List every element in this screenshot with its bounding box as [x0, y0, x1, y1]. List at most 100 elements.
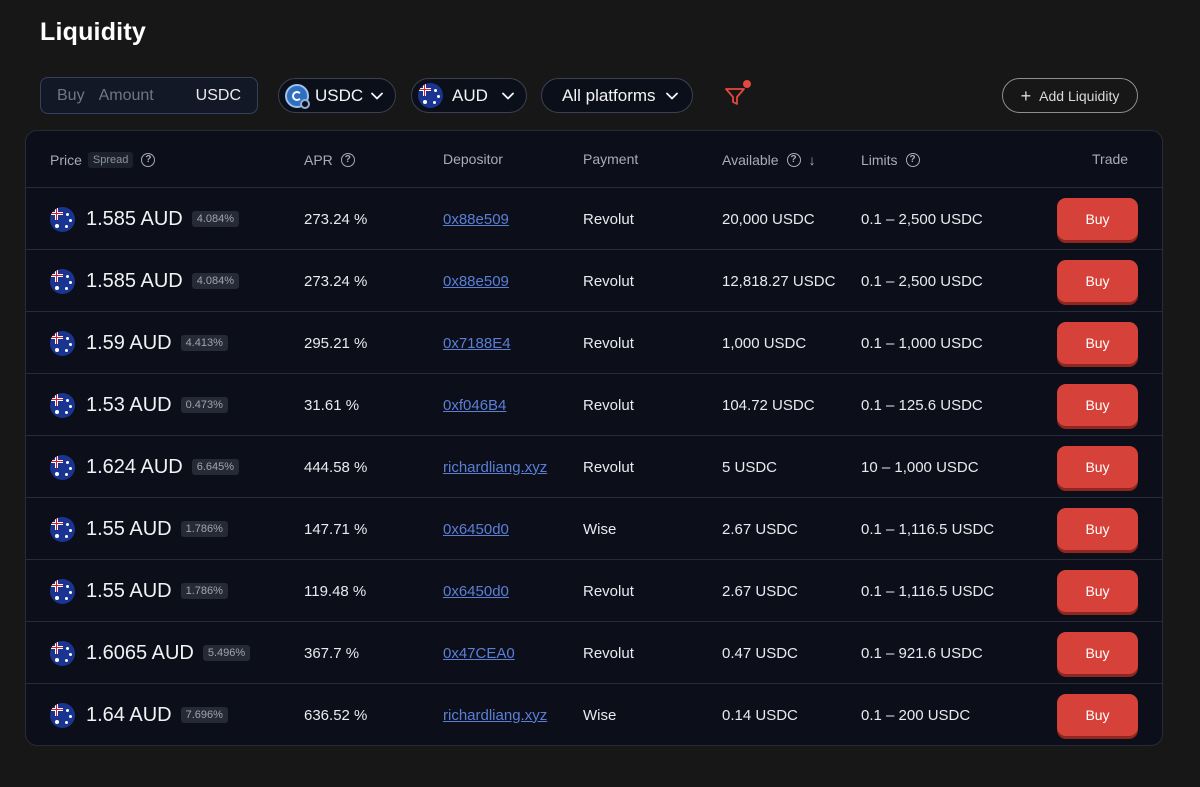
- depositor-cell: 0x88e509: [443, 250, 509, 312]
- liquidity-table: Price Spread ? APR ? Depositor Payment A…: [25, 130, 1163, 746]
- header-payment-label: Payment: [583, 151, 639, 167]
- arrow-down-icon[interactable]: ↓: [808, 152, 816, 168]
- amount-input[interactable]: [98, 86, 185, 105]
- payment-value: Revolut: [583, 644, 634, 662]
- australia-flag-icon: [50, 206, 75, 232]
- currency-select-label: AUD: [452, 85, 488, 105]
- limits-value: 10 – 1,000 USDC: [861, 458, 979, 476]
- buy-button[interactable]: Buy: [1057, 694, 1138, 736]
- filter-button[interactable]: [723, 80, 753, 110]
- page-title: Liquidity: [40, 18, 146, 46]
- limits-value: 0.1 – 200 USDC: [861, 706, 971, 724]
- question-circle-icon[interactable]: ?: [905, 153, 920, 167]
- spread-badge: 0.473%: [180, 397, 228, 413]
- buy-button[interactable]: Buy: [1057, 384, 1138, 426]
- depositor-link[interactable]: 0x6450d0: [443, 582, 509, 600]
- platform-select[interactable]: All platforms: [541, 78, 693, 113]
- filter-active-badge: [743, 80, 751, 88]
- depositor-link[interactable]: richardliang.xyz: [443, 458, 548, 476]
- payment-value: Revolut: [583, 582, 634, 600]
- depositor-link[interactable]: richardliang.xyz: [443, 706, 548, 724]
- add-liquidity-button[interactable]: + Add Liquidity: [1002, 78, 1138, 113]
- table-row: 1.6065 AUD 5.496% 367.7 % 0x47CEA0 Revol…: [26, 622, 1162, 684]
- payment-value: Revolut: [583, 210, 634, 228]
- depositor-link[interactable]: 0x47CEA0: [443, 644, 515, 662]
- australia-flag-icon: [50, 330, 75, 356]
- depositor-cell: 0x7188E4: [443, 312, 511, 374]
- header-payment: Payment: [583, 151, 638, 167]
- question-circle-icon[interactable]: ?: [340, 153, 355, 167]
- australia-flag-icon: [50, 454, 75, 480]
- price-value: 1.55 AUD: [86, 517, 172, 540]
- limits-value: 0.1 – 1,116.5 USDC: [861, 582, 995, 600]
- australia-flag-icon: [418, 83, 443, 108]
- price-cell: 1.59 AUD 4.413%: [50, 312, 228, 374]
- depositor-link[interactable]: 0xf046B4: [443, 396, 507, 414]
- depositor-link[interactable]: 0x88e509: [443, 210, 509, 228]
- depositor-link[interactable]: 0x7188E4: [443, 334, 511, 352]
- apr-value: 636.52 %: [304, 706, 368, 724]
- header-apr: APR ?: [304, 152, 355, 168]
- price-cell: 1.585 AUD 4.084%: [50, 188, 240, 250]
- depositor-link[interactable]: 0x6450d0: [443, 520, 509, 538]
- depositor-cell: 0x47CEA0: [443, 622, 515, 684]
- price-cell: 1.55 AUD 1.786%: [50, 498, 228, 560]
- table-row: 1.59 AUD 4.413% 295.21 % 0x7188E4 Revolu…: [26, 312, 1162, 374]
- buy-button[interactable]: Buy: [1057, 508, 1138, 550]
- header-limits-label: Limits: [861, 152, 898, 168]
- buy-button[interactable]: Buy: [1057, 260, 1138, 302]
- toolbar: Buy USDC USDC AUD All platforms + Add Li…: [40, 77, 1140, 114]
- header-apr-label: APR: [304, 152, 333, 168]
- price-value: 1.6065 AUD: [86, 641, 194, 664]
- price-cell: 1.6065 AUD 5.496%: [50, 622, 251, 684]
- header-available[interactable]: Available ? ↓: [722, 152, 816, 168]
- apr-value: 147.71 %: [304, 520, 368, 538]
- header-price: Price Spread ?: [50, 152, 156, 168]
- price-value: 1.64 AUD: [86, 703, 172, 726]
- add-liquidity-label: Add Liquidity: [1039, 87, 1120, 104]
- table-row: 1.55 AUD 1.786% 147.71 % 0x6450d0 Wise 2…: [26, 498, 1162, 560]
- header-available-label: Available: [722, 152, 779, 168]
- payment-value: Wise: [583, 520, 617, 538]
- chevron-down-icon: [502, 92, 514, 99]
- chevron-down-icon: [665, 92, 678, 99]
- depositor-cell: 0x6450d0: [443, 560, 509, 622]
- token-select[interactable]: USDC: [278, 78, 397, 113]
- token-select-label: USDC: [315, 85, 364, 105]
- currency-select[interactable]: AUD: [411, 78, 527, 113]
- depositor-link[interactable]: 0x88e509: [443, 272, 509, 290]
- available-value: 2.67 USDC: [722, 520, 798, 538]
- depositor-cell: richardliang.xyz: [443, 436, 547, 498]
- buy-button[interactable]: Buy: [1057, 632, 1138, 674]
- header-trade-label: Trade: [1092, 151, 1129, 167]
- buy-button[interactable]: Buy: [1057, 198, 1138, 240]
- payment-value: Wise: [583, 706, 617, 724]
- price-value: 1.55 AUD: [86, 579, 172, 602]
- question-circle-icon[interactable]: ?: [141, 153, 156, 167]
- buy-button[interactable]: Buy: [1057, 570, 1138, 612]
- price-cell: 1.55 AUD 1.786%: [50, 560, 228, 622]
- australia-flag-icon: [50, 578, 75, 604]
- amount-unit: USDC: [195, 86, 241, 104]
- spread-badge: 1.786%: [180, 583, 228, 599]
- limits-value: 0.1 – 1,000 USDC: [861, 334, 983, 352]
- price-value: 1.585 AUD: [86, 269, 183, 292]
- spread-badge: 5.496%: [202, 645, 251, 661]
- buy-button[interactable]: Buy: [1057, 446, 1138, 488]
- header-limits: Limits ?: [861, 152, 920, 168]
- price-value: 1.585 AUD: [86, 207, 183, 230]
- plus-icon: +: [1020, 85, 1032, 106]
- buy-button[interactable]: Buy: [1057, 322, 1138, 364]
- available-value: 12,818.27 USDC: [722, 272, 836, 290]
- question-circle-icon[interactable]: ?: [786, 153, 801, 167]
- usdc-coin-icon: [285, 83, 310, 109]
- price-cell: 1.624 AUD 6.645%: [50, 436, 240, 498]
- amount-input-box[interactable]: Buy USDC: [40, 77, 258, 114]
- spread-badge: 7.696%: [180, 707, 228, 723]
- spread-badge: 1.786%: [180, 521, 228, 537]
- apr-value: 273.24 %: [304, 210, 368, 228]
- australia-flag-icon: [50, 640, 75, 666]
- price-value: 1.59 AUD: [86, 331, 172, 354]
- available-value: 0.14 USDC: [722, 706, 798, 724]
- limits-value: 0.1 – 921.6 USDC: [861, 644, 983, 662]
